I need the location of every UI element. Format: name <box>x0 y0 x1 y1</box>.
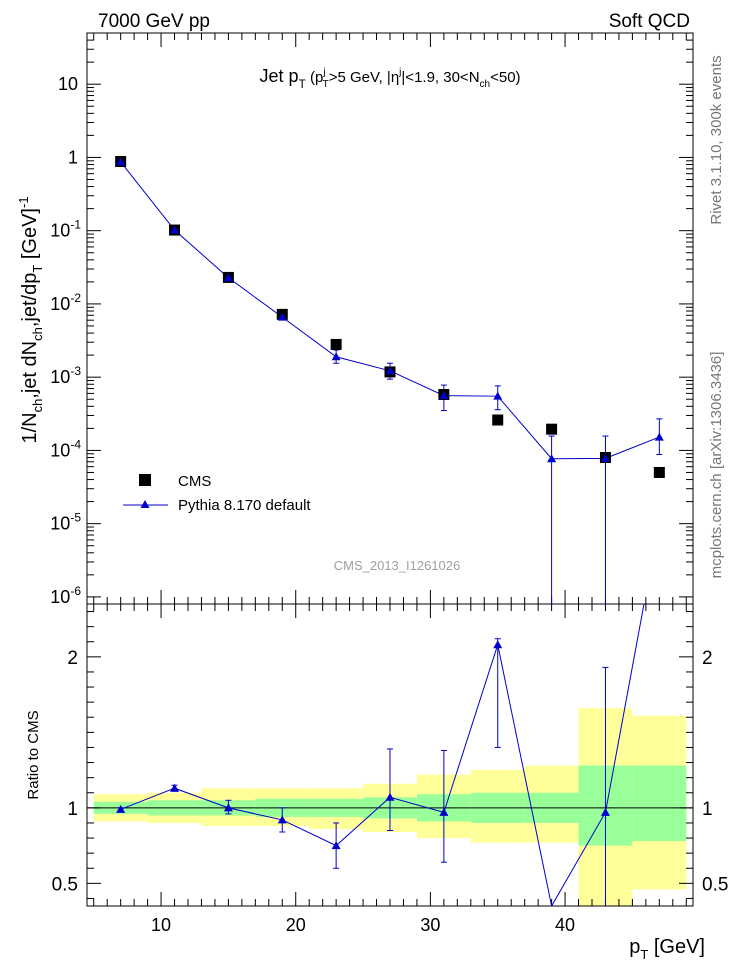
ratio-y-tick-label: 0.5 <box>52 874 78 895</box>
pythia-data-point <box>331 352 341 361</box>
x-tick-label: 40 <box>555 915 575 935</box>
ratio-y-tick-label-right: 1 <box>702 799 713 820</box>
ratio-y-tick-label-right: 0.5 <box>702 874 728 895</box>
ratio-panel-data <box>116 604 645 906</box>
main-panel-frame <box>86 32 694 605</box>
header-energy-label: 7000 GeV pp <box>98 11 210 32</box>
ratio-y-tick-label: 1 <box>67 799 78 820</box>
ratio-series <box>116 604 645 906</box>
ratio-data-point <box>116 804 126 813</box>
x-tick-label: 10 <box>151 915 171 935</box>
x-tick-label: 30 <box>420 915 440 935</box>
legend-pythia-label: Pythia 8.170 default <box>178 497 311 514</box>
x-tick-label: 20 <box>286 915 306 935</box>
legend-cms-label: CMS <box>178 473 211 490</box>
main-y-tick-label: 10-4 <box>50 437 81 460</box>
ratio-data-point <box>331 841 341 850</box>
pythia-data-point <box>600 453 610 462</box>
ratio-data-point <box>493 640 503 649</box>
ratio-y-tick-label-right: 2 <box>702 648 713 669</box>
ratio-y-axis-label: Ratio to CMS <box>25 710 42 799</box>
main-y-tick-label: 10-2 <box>50 291 81 314</box>
legend: CMS Pythia 8.170 default <box>123 473 311 514</box>
cms-data-point <box>492 414 504 426</box>
ratio-band-inner <box>632 765 687 842</box>
main-y-tick-label: 10-6 <box>50 584 81 607</box>
cms-data-point <box>330 338 342 350</box>
cms-data-point <box>653 466 665 478</box>
pythia-data-point <box>277 312 287 321</box>
ratio-data-point <box>385 792 395 801</box>
analysis-watermark: CMS_2013_I1261026 <box>334 558 461 573</box>
pythia-data-point <box>654 432 664 441</box>
pythia-data-point <box>116 157 126 166</box>
pythia-data-point <box>493 391 503 400</box>
rivet-version-label: Rivet 3.1.10, 300k events <box>708 55 725 224</box>
pythia-line <box>120 161 660 460</box>
main-y-tick-label: 10 <box>58 74 78 94</box>
cms-data-point <box>546 423 558 435</box>
ratio-data-point <box>600 807 610 816</box>
header-process-label: Soft QCD <box>609 11 690 32</box>
main-y-tick-label: 10-3 <box>50 364 81 387</box>
ratio-data-point <box>277 815 287 824</box>
x-axis-label: pT [GeV] <box>629 936 705 962</box>
pythia-data-point <box>547 454 557 463</box>
main-panel-data <box>115 156 665 604</box>
pythia-data-point <box>439 391 449 400</box>
pythia-data-point <box>170 225 180 234</box>
ratio-data-point <box>223 803 233 812</box>
main-y-tick-label: 10-1 <box>50 218 81 241</box>
ratio-data-point <box>439 807 449 816</box>
pythia-data-point <box>223 273 233 282</box>
axis-ticks: 10-6 10-5 10-4 10-3 10-2 10-1 1 10 10 20 30 40 0.5 0.… <box>50 32 728 935</box>
ratio-y-tick-label: 2 <box>67 648 78 669</box>
main-y-tick-label: 10-5 <box>50 511 81 534</box>
mcplots-reference-label: mcplots.cern.ch [arXiv:1306.3436] <box>708 352 725 579</box>
ratio-data-point <box>170 783 180 792</box>
legend-pythia-marker <box>140 500 150 508</box>
plot-title: Jet pT (pj T>5 GeV, |ηj|<1.9, 30<Nch<50) <box>259 66 520 91</box>
main-y-axis-label: 1/Nch,jet dNch,jet/dpT [GeV]-1 <box>16 196 45 443</box>
main-y-tick-label: 1 <box>68 147 78 167</box>
pythia-data-point <box>385 366 395 375</box>
legend-cms-marker <box>139 474 151 486</box>
